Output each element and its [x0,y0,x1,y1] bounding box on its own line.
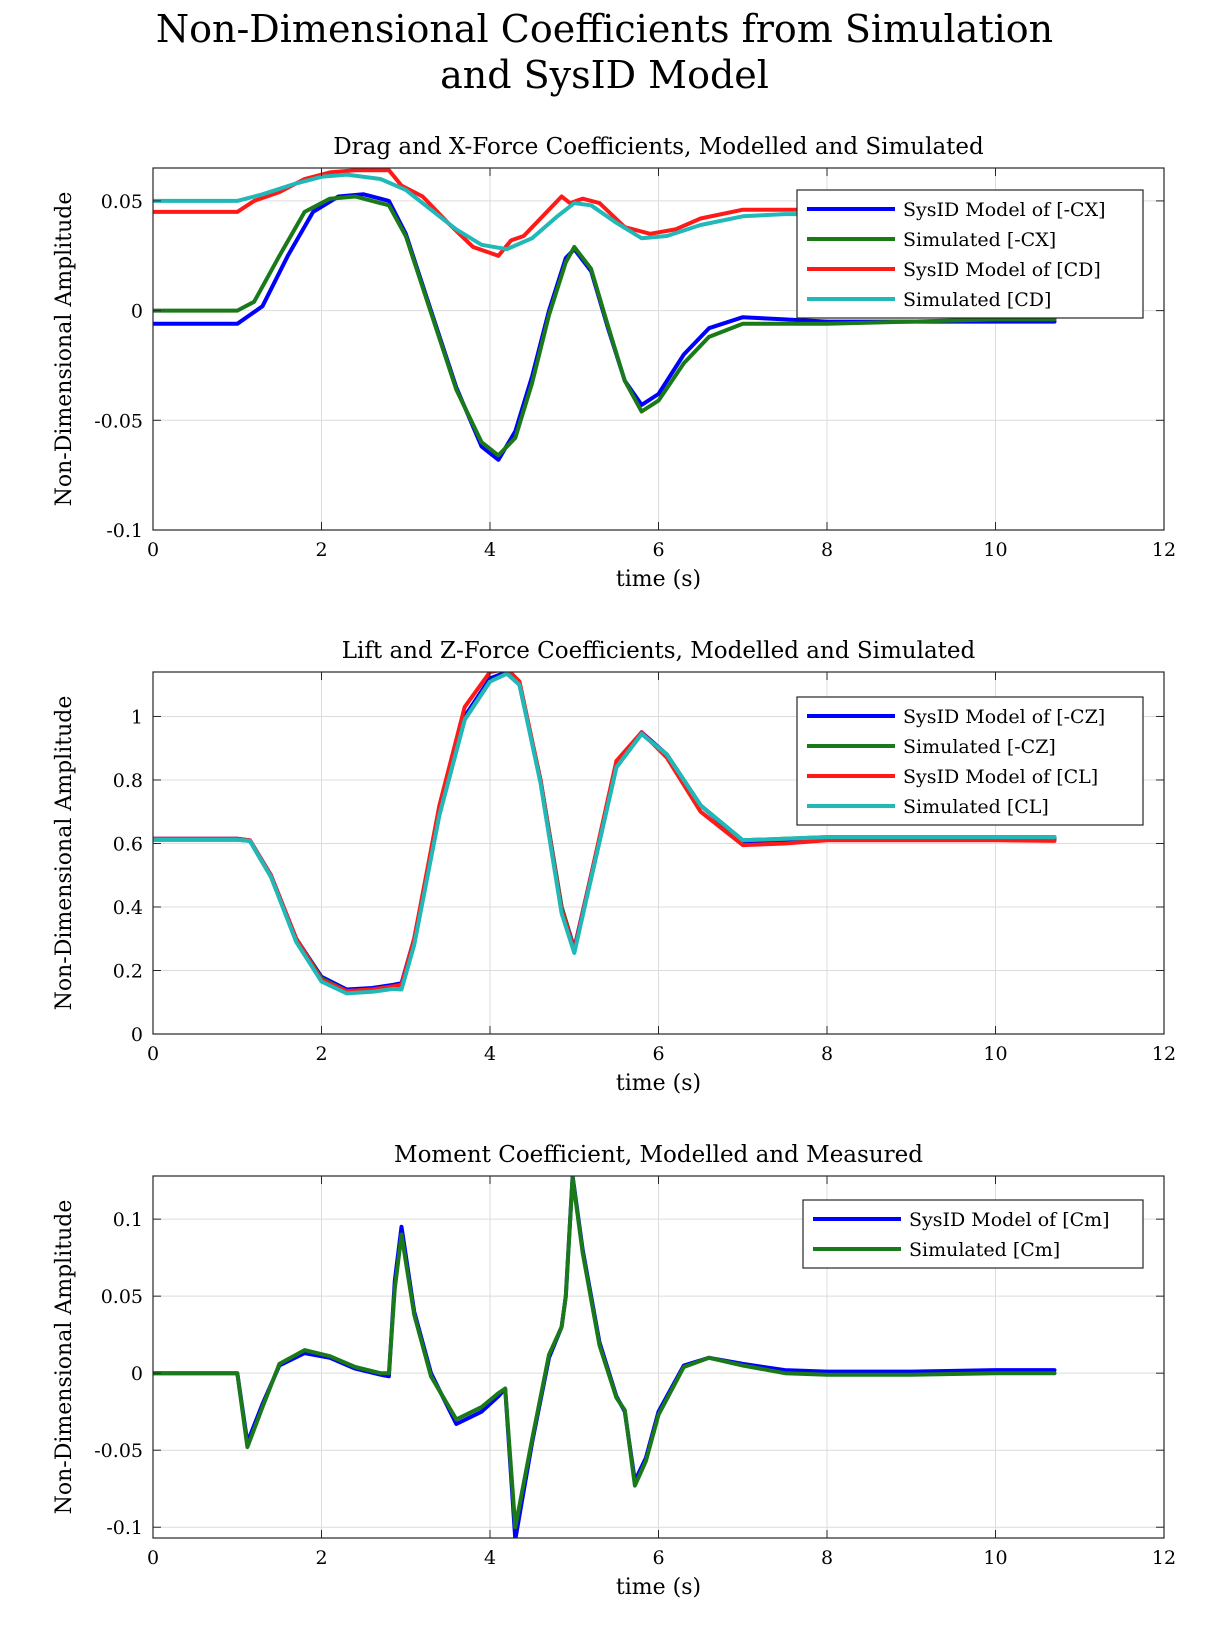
legend-entry-label: SysID Model of [-CZ] [903,706,1105,728]
x-tick-label: 2 [315,539,327,561]
y-tick-label: -0.1 [106,1517,143,1539]
y-tick-label: -0.05 [94,1440,143,1462]
x-tick-label: 8 [821,1547,833,1569]
y-tick-label: 0.4 [113,897,143,919]
y-axis-label: Non-Dimensional Amplitude [52,1200,77,1515]
y-tick-label: 0 [131,301,143,323]
series-line-2 [153,1176,1057,1530]
figure-title: Non-Dimensional Coefficients from Simula… [0,6,1209,98]
legend-box [796,189,1144,319]
series-line-4 [153,672,1057,996]
x-tick-label: 2 [315,1043,327,1065]
x-tick-label: 8 [821,539,833,561]
legend-entry-label: SysID Model of [CD] [903,259,1101,281]
legend-box [802,1199,1144,1269]
x-tick-label: 8 [821,1043,833,1065]
x-tick-label: 6 [652,539,664,561]
legend: SysID Model of [Cm] Simulated [Cm] [802,1199,1144,1269]
y-tick-label: 1 [131,706,143,728]
y-tick-label: -0.05 [94,410,143,432]
y-tick-label: 0.6 [113,833,143,855]
x-tick-label: 4 [484,1043,496,1065]
y-axis-label: Non-Dimensional Amplitude [52,696,77,1011]
x-tick-label: 0 [147,1043,159,1065]
chart-panel-1: 0 2 4 6 8 10 12 -0.1 -0.05 0 0.05 Drag and X-Force … [52,134,1176,592]
figure-title-line-2: and SysID Model [440,53,769,97]
x-axis-label: time (s) [616,567,701,592]
series-line-2 [153,194,1057,458]
x-tick-label: 0 [147,1547,159,1569]
y-tick-label: 0.1 [113,1209,143,1231]
chart-title: Moment Coefficient, Modelled and Measure… [394,1142,923,1168]
legend-entry-label: SysID Model of [CL] [903,766,1098,788]
legend: SysID Model of [-CZ] Simulated [-CZ] SysID… [796,696,1144,826]
x-tick-label: 6 [652,1043,664,1065]
x-tick-label: 12 [1152,539,1176,561]
y-axis-label: Non-Dimensional Amplitude [52,192,77,507]
x-tick-label: 4 [484,1547,496,1569]
legend-entry-label: Simulated [Cm] [909,1239,1060,1261]
legend-entry-label: Simulated [-CX] [903,229,1056,251]
y-tick-label: 0.8 [113,770,143,792]
legend-entry-label: Simulated [-CZ] [903,736,1056,758]
x-tick-label: 4 [484,539,496,561]
x-axis-label: time (s) [616,1071,701,1096]
y-tick-label: 0 [131,1024,143,1046]
x-tick-label: 10 [983,539,1007,561]
x-tick-label: 10 [983,1547,1007,1569]
y-tick-label: 0.2 [113,960,143,982]
legend: SysID Model of [-CX] Simulated [-CX] SysID… [796,189,1144,319]
y-tick-label: 0.05 [101,1286,143,1308]
x-tick-label: 10 [983,1043,1007,1065]
x-tick-label: 2 [315,1547,327,1569]
x-axis-label: time (s) [616,1575,701,1600]
legend-entry-label: SysID Model of [-CX] [903,199,1106,221]
chart-title: Drag and X-Force Coefficients, Modelled … [333,134,984,160]
legend-entry-label: SysID Model of [Cm] [909,1209,1110,1231]
legend-entry-label: Simulated [CL] [903,796,1049,818]
y-tick-label: 0.05 [101,191,143,213]
chart-panel-3: 0 2 4 6 8 10 12 -0.1 -0.05 0 0.05 0.1 Moment Coeffic… [52,1142,1176,1600]
legend-entry-label: Simulated [CD] [903,289,1051,311]
x-tick-label: 12 [1152,1547,1176,1569]
x-tick-label: 0 [147,539,159,561]
x-tick-label: 12 [1152,1043,1176,1065]
x-tick-label: 6 [652,1547,664,1569]
figure-title-line-1: Non-Dimensional Coefficients from Simula… [155,7,1054,51]
legend-box [796,696,1144,826]
series-line-3 [153,168,872,258]
series-line-4 [153,172,872,252]
y-tick-label: 0 [131,1363,143,1385]
chart-title: Lift and Z-Force Coefficients, Modelled … [342,638,976,664]
y-tick-label: -0.1 [106,520,143,542]
chart-panel-2: 0 2 4 6 8 10 12 0 0.2 0.4 0.6 0.8 1 Lift and Z-Force … [52,638,1176,1096]
